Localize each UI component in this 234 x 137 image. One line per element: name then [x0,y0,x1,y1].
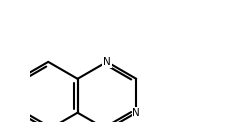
Text: N: N [103,57,111,67]
Text: N: N [132,108,140,118]
